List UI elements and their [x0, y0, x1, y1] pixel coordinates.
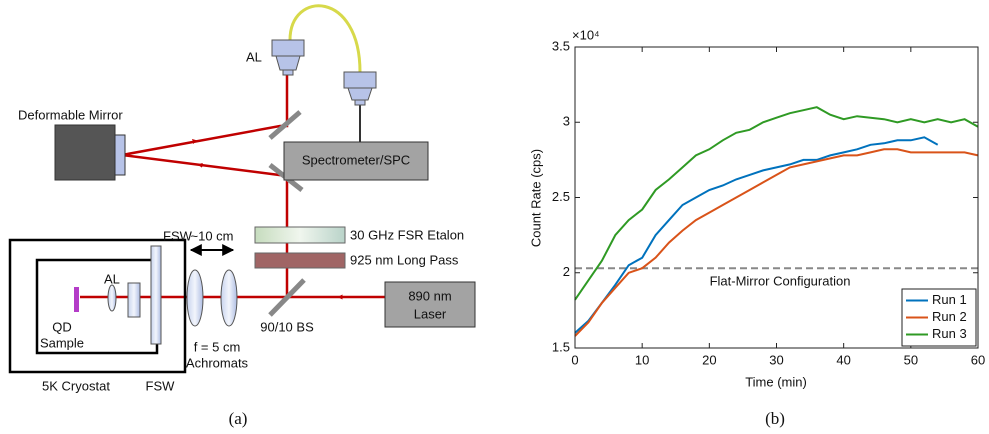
setup-diagram: AL Deformable Mirror Spectrometer/SPC 30…	[8, 4, 476, 428]
x-tick-label: 30	[769, 352, 783, 367]
achromat	[220, 269, 238, 327]
series-line	[574, 148, 979, 337]
x-axis-label: Time (min)	[745, 374, 807, 389]
beam-arrow	[179, 139, 198, 145]
etalon	[254, 226, 346, 244]
sample	[74, 287, 79, 312]
label: Sample	[40, 335, 84, 350]
mirror	[268, 110, 302, 140]
x-tick-label: 40	[836, 352, 850, 367]
mirror-surface	[114, 134, 126, 176]
y-tick-label: 2.5	[552, 189, 570, 204]
deformable-mirror	[54, 124, 116, 181]
label: Achromats	[186, 355, 249, 370]
axes-frame	[574, 46, 979, 349]
label: 890 nm	[408, 288, 451, 303]
label: 30 GHz FSR Etalon	[350, 227, 464, 242]
caption: (a)	[229, 409, 248, 428]
chart: (b) Time (min) Count Rate (cps) ×10⁴ 0 10…	[528, 27, 985, 427]
window	[127, 282, 141, 318]
legend-label: Run 1	[932, 292, 967, 307]
label: Deformable Mirror	[18, 107, 123, 122]
cryostat-outer	[8, 238, 187, 374]
beam-arrow	[197, 162, 216, 168]
caption: (b)	[765, 409, 785, 428]
label: ~10 cm	[191, 228, 234, 243]
y-tick-label: 2	[563, 264, 570, 279]
objective	[271, 39, 305, 76]
objective	[343, 71, 377, 106]
label: Spectrometer/SPC	[302, 152, 410, 167]
label: AL	[246, 49, 262, 64]
label: Laser	[414, 306, 447, 321]
y-tick-label: 1.5	[552, 339, 570, 354]
achromat	[186, 269, 204, 327]
series-line	[574, 106, 979, 301]
y-tick-label: 3.5	[552, 38, 570, 53]
label: FSW	[146, 378, 176, 393]
x-tick-label: 50	[904, 352, 918, 367]
window	[150, 245, 162, 345]
laser	[384, 281, 476, 328]
legend-label: Run 3	[932, 326, 967, 341]
legend-label: Run 2	[932, 309, 967, 324]
label: f = 5 cm	[194, 339, 241, 354]
long-pass-filter	[254, 252, 346, 269]
series-line	[574, 136, 939, 334]
spectrometer	[283, 141, 429, 181]
x-tick-label: 60	[971, 352, 985, 367]
beam-splitter	[268, 278, 306, 317]
lens	[107, 284, 117, 312]
x-tick-label: 0	[571, 352, 578, 367]
x-tick-label: 10	[635, 352, 649, 367]
y-multiplier: ×10⁴	[572, 27, 600, 42]
label: FSW	[163, 228, 193, 243]
label: 925 nm Long Pass	[350, 252, 459, 267]
label: QD	[52, 319, 72, 334]
label: AL	[104, 271, 120, 286]
reference-label: Flat-Mirror Configuration	[710, 274, 851, 289]
label: 90/10 BS	[260, 319, 314, 334]
y-tick-label: 3	[563, 114, 570, 129]
y-axis-label: Count Rate (cps)	[528, 149, 543, 247]
fiber	[288, 4, 362, 73]
x-tick-label: 20	[702, 352, 716, 367]
label: 5K Cryostat	[42, 378, 110, 393]
